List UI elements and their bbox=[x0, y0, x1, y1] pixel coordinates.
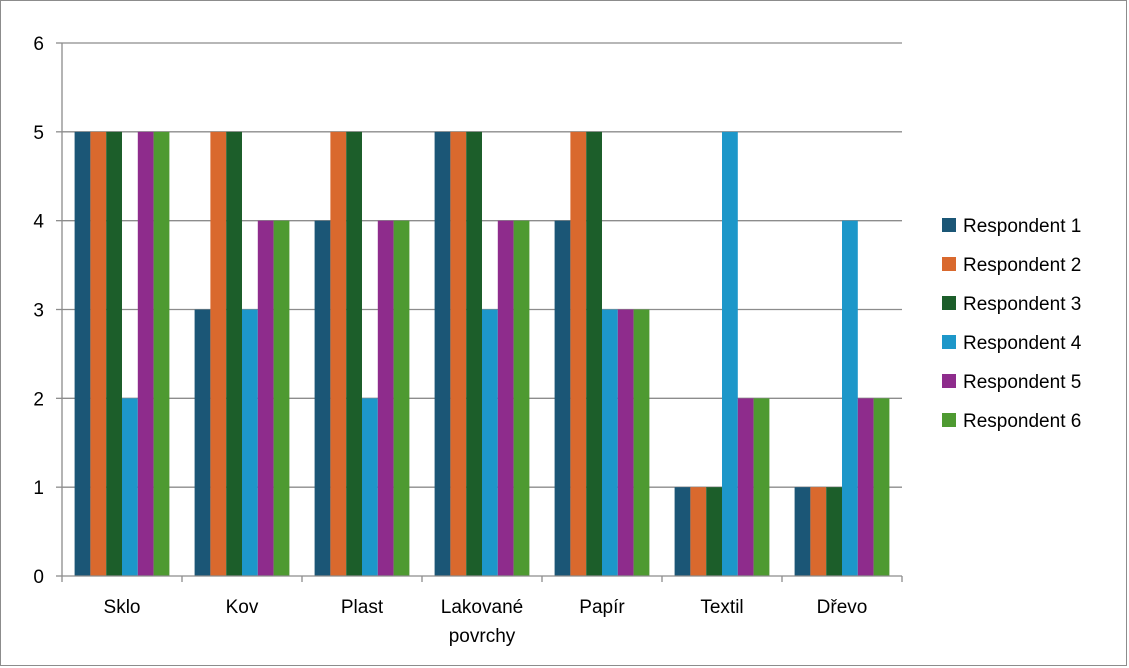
bars bbox=[74, 131, 890, 577]
x-tick-labels: Sklo Kov Plast Lakované povrchy Papír Textil Dř… bbox=[104, 597, 868, 647]
bar-series6-cat7 bbox=[873, 398, 890, 576]
bar-series4-cat1 bbox=[122, 398, 138, 576]
bar-series4-cat7 bbox=[842, 220, 858, 576]
bar-series2-cat7 bbox=[810, 487, 827, 576]
bar-series6-cat5 bbox=[633, 309, 650, 576]
legend: Respondent 1 Respondent 2 Respondent 3 Resp… bbox=[942, 216, 1082, 432]
bar-series3-cat6 bbox=[706, 487, 722, 576]
y-tick-labels: 0 1 2 3 4 5 6 bbox=[33, 34, 44, 588]
bar-series1-cat6 bbox=[674, 487, 691, 576]
legend-swatch bbox=[942, 335, 956, 349]
bar-series2-cat6 bbox=[690, 487, 707, 576]
bar-series2-cat1 bbox=[90, 131, 107, 577]
bar-series5-cat5 bbox=[617, 309, 634, 576]
bar-series6-cat4 bbox=[513, 220, 530, 576]
bar-series3-cat4 bbox=[466, 131, 482, 577]
bar-series3-cat2 bbox=[226, 131, 242, 577]
legend-swatch bbox=[942, 257, 956, 271]
y-tick-label: 6 bbox=[33, 34, 44, 55]
bar-series3-cat3 bbox=[346, 131, 362, 577]
bar-series4-cat2 bbox=[242, 309, 258, 576]
bar-series1-cat3 bbox=[314, 220, 331, 576]
bar-series3-cat5 bbox=[586, 131, 602, 577]
legend-label: Respondent 3 bbox=[963, 294, 1081, 315]
bar-series1-cat5 bbox=[554, 220, 571, 576]
legend-item: Respondent 6 bbox=[942, 411, 1081, 432]
bar-series5-cat4 bbox=[497, 220, 514, 576]
bar-series6-cat6 bbox=[753, 398, 770, 576]
bar-series5-cat7 bbox=[857, 398, 874, 576]
legend-label: Respondent 6 bbox=[963, 411, 1081, 432]
axes bbox=[56, 42, 903, 582]
y-tick-label: 4 bbox=[33, 212, 44, 233]
bar-series5-cat1 bbox=[137, 131, 154, 577]
bar-series3-cat1 bbox=[106, 131, 122, 577]
legend-item: Respondent 5 bbox=[942, 372, 1081, 393]
bar-series5-cat3 bbox=[377, 220, 394, 576]
legend-item: Respondent 3 bbox=[942, 294, 1081, 315]
y-tick-label: 3 bbox=[33, 301, 44, 322]
legend-label: Respondent 4 bbox=[963, 333, 1082, 354]
legend-label: Respondent 2 bbox=[963, 255, 1081, 276]
bar-series2-cat4 bbox=[450, 131, 467, 577]
bar-series6-cat2 bbox=[273, 220, 290, 576]
x-tick-label: Kov bbox=[226, 597, 259, 618]
y-tick-label: 1 bbox=[33, 478, 44, 499]
x-tick-label: Textil bbox=[700, 597, 743, 618]
bar-series5-cat6 bbox=[737, 398, 754, 576]
bar-series4-cat5 bbox=[602, 309, 618, 576]
bar-series1-cat1 bbox=[74, 131, 91, 577]
x-tick-label: Plast bbox=[341, 597, 384, 618]
x-tick-label: Sklo bbox=[104, 597, 141, 618]
legend-swatch bbox=[942, 218, 956, 232]
bar-series5-cat2 bbox=[257, 220, 274, 576]
bar-series6-cat3 bbox=[393, 220, 410, 576]
bar-series1-cat7 bbox=[794, 487, 811, 576]
bar-series1-cat4 bbox=[434, 131, 451, 577]
bar-series4-cat4 bbox=[482, 309, 498, 576]
legend-item: Respondent 4 bbox=[942, 333, 1082, 354]
bar-series4-cat3 bbox=[362, 398, 378, 576]
legend-swatch bbox=[942, 413, 956, 427]
bar-series2-cat2 bbox=[210, 131, 227, 577]
x-tick-label: Lakované povrchy bbox=[441, 597, 523, 647]
legend-label: Respondent 5 bbox=[963, 372, 1081, 393]
legend-item: Respondent 1 bbox=[942, 216, 1081, 237]
legend-swatch bbox=[942, 374, 956, 388]
bar-series3-cat7 bbox=[826, 487, 842, 576]
y-tick-label: 2 bbox=[33, 389, 44, 410]
y-tick-label: 0 bbox=[33, 567, 44, 588]
bar-series2-cat3 bbox=[330, 131, 347, 577]
bar-series4-cat6 bbox=[722, 131, 738, 577]
legend-label: Respondent 1 bbox=[963, 216, 1081, 237]
y-tick-label: 5 bbox=[33, 123, 44, 144]
legend-item: Respondent 2 bbox=[942, 255, 1081, 276]
x-tick-label: Papír bbox=[579, 597, 625, 618]
legend-swatch bbox=[942, 296, 956, 310]
x-tick-label: Dřevo bbox=[817, 597, 868, 618]
bar-series1-cat2 bbox=[194, 309, 211, 576]
bar-series6-cat1 bbox=[153, 131, 170, 577]
bar-series2-cat5 bbox=[570, 131, 587, 577]
